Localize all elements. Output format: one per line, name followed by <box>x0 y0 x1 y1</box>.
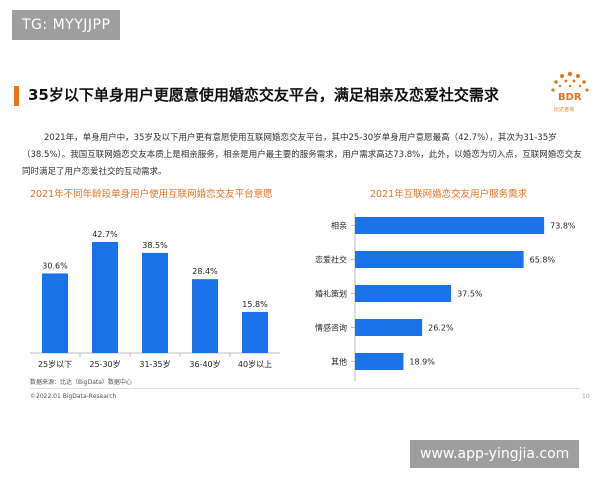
watermark: www.app-yingjia.com <box>410 440 580 468</box>
category-label: 25-30岁 <box>89 359 120 369</box>
bar-value-label: 28.4% <box>192 267 218 276</box>
source-tag: TG: MYYJJPP <box>12 10 121 40</box>
hbar-1 <box>355 217 545 234</box>
logo-subtext: 比达咨询 <box>554 107 575 113</box>
page-title: 35岁以下单身用户更愿意使用婚恋交友平台，满足相亲及恋爱社交需求 <box>28 86 499 104</box>
left-chart-title: 2021年不同年龄段单身用户使用互联网婚恋交友平台意愿 <box>30 189 273 200</box>
service-demand-bar-chart: 相亲 73.8% 恋爱社交 65.8% 婚礼策划 37.5% 情感咨询 26.2% 其他 18.9… <box>315 213 576 381</box>
bar-value-label: 18.9% <box>409 358 435 367</box>
bar-value-label: 42.7% <box>92 230 118 239</box>
category-label: 31-35岁 <box>139 359 170 369</box>
bar-value-label: 73.8% <box>550 222 576 231</box>
bar-4 <box>192 279 218 353</box>
title-accent-bar <box>14 86 19 106</box>
bar-5 <box>242 311 268 353</box>
bar-2 <box>92 241 118 353</box>
data-source: 数据来源：比达（BigData）数据中心 <box>30 379 132 386</box>
bar-3 <box>142 252 168 353</box>
category-label: 婚礼策划 <box>315 289 347 299</box>
category-label: 情感咨询 <box>315 323 347 333</box>
copyright: ©2022.01 BigData-Research <box>30 393 117 400</box>
hbar-5 <box>355 353 404 370</box>
bdr-logo-icon <box>551 71 589 92</box>
bar-value-label: 15.8% <box>242 300 268 309</box>
category-label: 相亲 <box>331 221 347 231</box>
bar-value-label: 38.5% <box>142 241 168 250</box>
bar-value-label: 65.8% <box>530 256 556 265</box>
hbar-2 <box>355 251 524 268</box>
footer-divider <box>30 388 580 389</box>
category-label: 36-40岁 <box>189 359 220 369</box>
summary-paragraph: 2021年，单身用户中，35岁及以下用户更有意愿使用互联网婚恋交友平台，其中25… <box>22 130 582 181</box>
right-chart-title: 2021年互联网婚恋交友用户服务需求 <box>370 189 528 200</box>
page-number: 10 <box>582 393 590 400</box>
category-label: 恋爱社交 <box>315 255 347 265</box>
category-label: 25岁以下 <box>38 359 72 369</box>
hbar-3 <box>355 285 452 302</box>
summary-text: 2021年，单身用户中，35岁及以下用户更有意愿使用互联网婚恋交友平台，其中25… <box>22 133 582 177</box>
bar-1 <box>42 273 68 353</box>
category-label: 40岁以上 <box>238 359 272 369</box>
hbar-4 <box>355 319 423 336</box>
bar-value-label: 26.2% <box>428 324 454 333</box>
bar-value-label: 37.5% <box>457 290 483 299</box>
logo-text: BDR <box>558 92 582 103</box>
age-willingness-bar-chart: 30.6% 25岁以下 42.7% 25-30岁 38.5% 31-35岁 28.4% 36-… <box>30 230 280 369</box>
bar-value-label: 30.6% <box>42 261 68 270</box>
category-label: 其他 <box>331 357 347 367</box>
